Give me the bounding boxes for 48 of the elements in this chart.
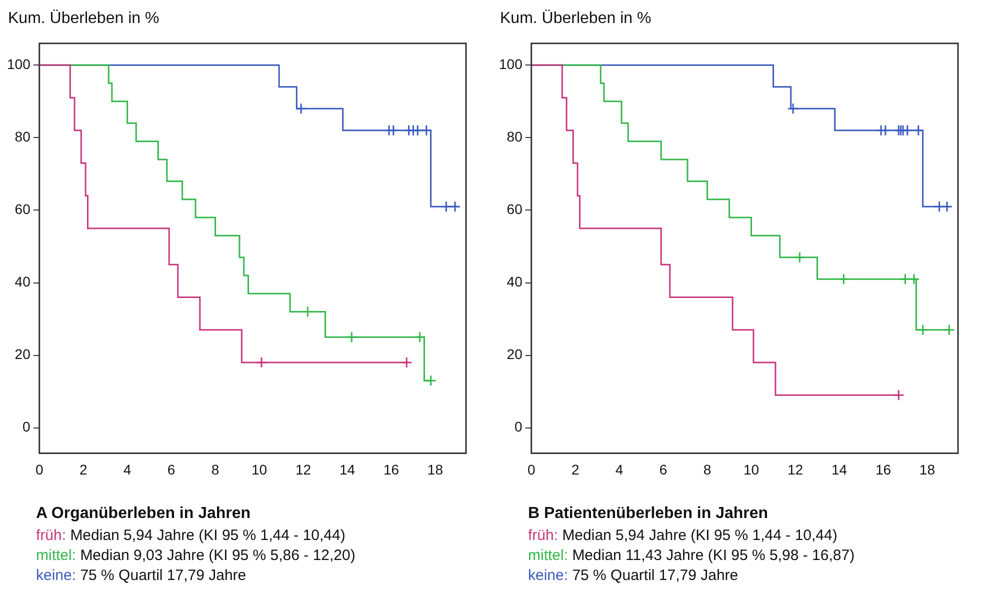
text: früh: bbox=[36, 527, 66, 544]
text: mittel: bbox=[36, 547, 76, 564]
x-tick-label: 10 bbox=[251, 461, 268, 478]
x-tick-label: 2 bbox=[571, 461, 580, 478]
x-tick-label: 16 bbox=[383, 461, 400, 478]
text: Median 9,03 Jahre (KI 95 % 5,86 - 12,20) bbox=[80, 547, 356, 564]
x-tick-label: 2 bbox=[79, 461, 88, 478]
x-tick-label: 4 bbox=[615, 461, 624, 478]
y-tick-label: 20 bbox=[14, 346, 31, 362]
x-tick-label: 6 bbox=[167, 461, 176, 478]
x-tick-label: 10 bbox=[743, 461, 760, 478]
x-tick-label: 8 bbox=[703, 461, 712, 478]
x-tick-label: 14 bbox=[339, 461, 356, 478]
y-axis-title: Kum. Überleben in % bbox=[8, 10, 160, 29]
x-tick-label: 0 bbox=[527, 461, 536, 478]
y-tick-label: 0 bbox=[22, 418, 31, 435]
x-tick-label: 16 bbox=[875, 461, 892, 478]
y-tick-label: 80 bbox=[506, 128, 523, 145]
x-tick-label: 14 bbox=[831, 461, 848, 478]
text: mittel: bbox=[528, 547, 568, 564]
x-tick-label: 8 bbox=[211, 461, 220, 478]
text: Median 11,43 Jahre (KI 95 % 5,98 - 16,87) bbox=[572, 547, 855, 564]
y-tick-label: 100 bbox=[7, 56, 31, 72]
text: 75 % Quartil 17,79 Jahre bbox=[80, 567, 246, 584]
x-tick-label: 12 bbox=[295, 461, 312, 478]
text: 75 % Quartil 17,79 Jahre bbox=[572, 567, 738, 584]
y-tick-label: 40 bbox=[14, 274, 31, 290]
x-tick-label: 18 bbox=[919, 461, 936, 478]
y-tick-label: 0 bbox=[514, 418, 523, 435]
text: Median 5,94 Jahre (KI 95 % 1,44 - 10,44) bbox=[562, 527, 838, 544]
text: Median 5,94 Jahre (KI 95 % 1,44 - 10,44) bbox=[70, 527, 346, 544]
text: keine: bbox=[528, 567, 568, 584]
text: A Organüberleben in Jahren bbox=[36, 504, 252, 524]
x-tick-label: 6 bbox=[659, 461, 668, 478]
x-tick-label: 18 bbox=[427, 461, 444, 478]
y-tick-label: 40 bbox=[506, 274, 523, 290]
y-tick-label: 80 bbox=[14, 128, 31, 145]
y-tick-label: 20 bbox=[506, 346, 523, 362]
x-tick-label: 0 bbox=[35, 461, 44, 478]
y-axis-title: Kum. Überleben in % bbox=[500, 10, 652, 29]
y-tick-label: 60 bbox=[14, 201, 31, 218]
x-tick-label: 4 bbox=[123, 461, 132, 478]
y-tick-label: 100 bbox=[499, 56, 523, 72]
text: B Patientenüberleben in Jahren bbox=[528, 504, 770, 524]
y-tick-label: 60 bbox=[506, 201, 523, 218]
text: früh: bbox=[528, 527, 558, 544]
x-tick-label: 12 bbox=[787, 461, 804, 478]
text: keine: bbox=[36, 567, 76, 584]
